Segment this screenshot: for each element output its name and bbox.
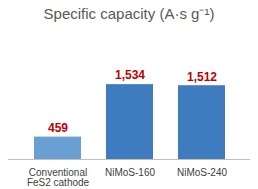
html-text:Specific capacity (A·s g⁻¹): Specific capacity (A·s g⁻¹)	[43, 5, 215, 22]
svg-text:1,512: 1,512	[187, 70, 217, 84]
svg-text:459: 459	[48, 121, 68, 135]
svg-text:NiMoS-160: NiMoS-160	[105, 167, 155, 178]
svg-text:ConventionalFeS2 cathode: ConventionalFeS2 cathode	[27, 167, 90, 188]
svg-text:NiMoS-240: NiMoS-240	[177, 167, 227, 178]
svg-text:1,534: 1,534	[115, 68, 145, 82]
